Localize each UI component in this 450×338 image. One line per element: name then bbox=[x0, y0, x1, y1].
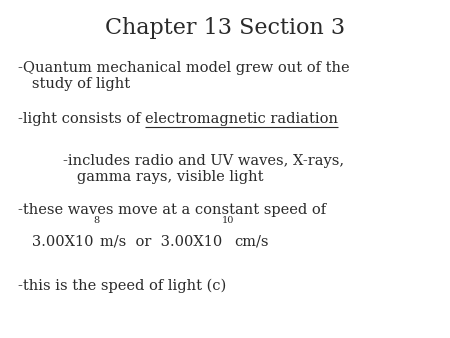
Text: -includes radio and UV waves, X-rays,
   gamma rays, visible light: -includes radio and UV waves, X-rays, ga… bbox=[63, 154, 344, 184]
Text: m/s  or  3.00X10: m/s or 3.00X10 bbox=[99, 235, 222, 249]
Text: 8: 8 bbox=[94, 216, 99, 225]
Text: cm/s: cm/s bbox=[234, 235, 269, 249]
Text: -these waves move at a constant speed of: -these waves move at a constant speed of bbox=[18, 203, 326, 217]
Text: electromagnetic radiation: electromagnetic radiation bbox=[145, 112, 338, 125]
Text: 10: 10 bbox=[222, 216, 234, 225]
Text: 3.00X10: 3.00X10 bbox=[18, 235, 94, 249]
Text: -light consists of: -light consists of bbox=[18, 112, 145, 125]
Text: Chapter 13 Section 3: Chapter 13 Section 3 bbox=[105, 17, 345, 39]
Text: -this is the speed of light (c): -this is the speed of light (c) bbox=[18, 279, 226, 293]
Text: -Quantum mechanical model grew out of the
   study of light: -Quantum mechanical model grew out of th… bbox=[18, 61, 350, 91]
